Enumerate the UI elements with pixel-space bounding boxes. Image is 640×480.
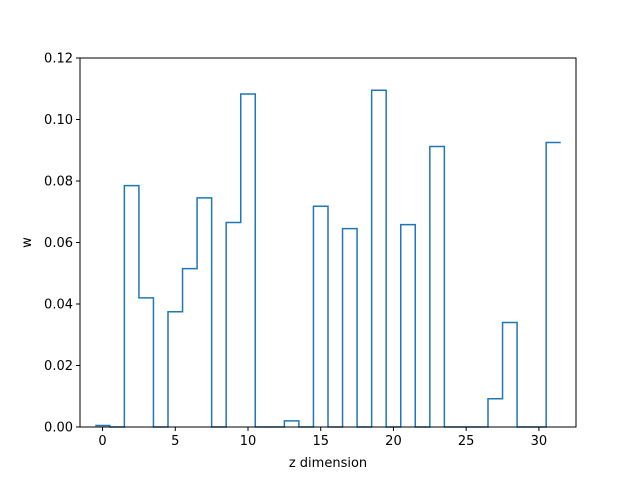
y-axis: 0.00 0.02 0.04 0.06 0.08 0.10 0.12 <box>44 52 80 436</box>
y-tick-label: 0.12 <box>44 52 73 67</box>
x-tick-label: 30 <box>531 434 548 449</box>
plot-area <box>95 89 561 428</box>
x-tick-label: 25 <box>458 434 475 449</box>
y-tick-label: 0.06 <box>44 236 73 251</box>
x-axis: 0 5 10 15 20 25 30 <box>98 427 547 449</box>
x-tick-label: 10 <box>240 434 257 449</box>
x-tick-label: 20 <box>385 434 402 449</box>
x-axis-label: z dimension <box>289 456 367 471</box>
y-tick-label: 0.02 <box>44 359 73 374</box>
x-tick-label: 15 <box>312 434 329 449</box>
y-tick-label: 0.10 <box>44 113 73 128</box>
y-tick-label: 0.08 <box>44 175 73 190</box>
series-line <box>95 89 561 428</box>
plot-frame <box>79 57 577 428</box>
x-tick-label: 5 <box>171 434 179 449</box>
y-tick-label: 0.00 <box>44 421 73 436</box>
x-tick-label: 0 <box>98 434 106 449</box>
y-axis-label: w <box>20 237 35 248</box>
y-tick-label: 0.04 <box>44 298 73 313</box>
